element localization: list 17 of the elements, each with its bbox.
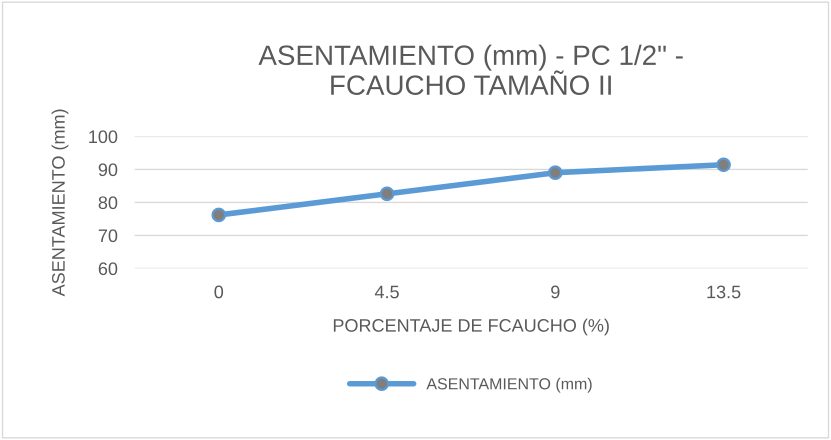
y-tick-label: 80 [98, 196, 118, 210]
point [211, 208, 226, 222]
y-tick-label: 100 [89, 130, 118, 144]
point [380, 186, 394, 202]
x-tick-label: 4.5 [374, 286, 399, 298]
legend-label: ASENTAMIENTO (mm) [426, 378, 592, 393]
x-tick-label: 0 [214, 286, 224, 298]
point [548, 165, 563, 180]
point [716, 157, 731, 172]
y-tick-label: 70 [98, 229, 118, 242]
x-axis-title: PORCENTAJE DE FCAUCHO (%) [334, 318, 609, 336]
x-tick-label: 13.5 [707, 286, 740, 298]
y-axis-title: ASENTAMIENTO (mm) [52, 110, 68, 296]
x-tick-label: 9 [551, 286, 560, 298]
y-tick-label: 60 [98, 262, 118, 276]
y-tick-label: 90 [98, 163, 118, 176]
chart-title: ASENTAMIENTO (mm) - PC 1/2" - FCAUCHO TAMAÑO II [258, 44, 683, 96]
